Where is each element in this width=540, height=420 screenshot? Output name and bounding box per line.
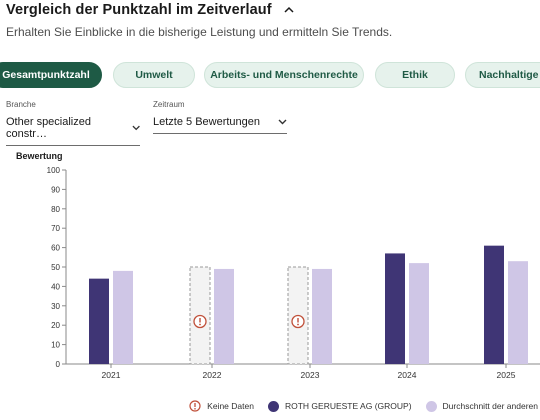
legend-item-company: ROTH GERUESTE AG (GROUP) bbox=[267, 400, 412, 412]
chevron-down-icon bbox=[132, 125, 140, 131]
y-tick-label: 90 bbox=[51, 185, 60, 194]
branche-label: Branche bbox=[6, 100, 36, 109]
chevron-down-icon bbox=[278, 119, 287, 125]
tab-arbeits-und-menschenrechte[interactable]: Arbeits- und Menschenrechte bbox=[204, 62, 364, 88]
y-tick-label: 40 bbox=[51, 282, 60, 291]
chart-legend: Keine Daten ROTH GERUESTE AG (GROUP) Dur… bbox=[175, 400, 538, 412]
y-tick-label: 60 bbox=[51, 244, 60, 253]
warning-icon-dot bbox=[199, 323, 201, 326]
branche-value: Other specialized constr… bbox=[6, 116, 91, 140]
y-tick-label: 20 bbox=[51, 321, 60, 330]
page-subtitle: Erhalten Sie Einblicke in die bisherige … bbox=[6, 25, 393, 39]
y-tick-label: 30 bbox=[51, 302, 60, 311]
zeitraum-label: Zeitraum bbox=[153, 100, 185, 109]
x-tick-label: 2021 bbox=[102, 370, 121, 380]
bar-company-2024 bbox=[385, 253, 405, 364]
y-tick-label: 0 bbox=[56, 360, 61, 369]
warning-icon bbox=[189, 400, 201, 412]
legend-swatch-company bbox=[267, 400, 279, 412]
page-title: Vergleich der Punktzahl im Zeitverlauf bbox=[6, 2, 272, 18]
legend-item-nodata: Keine Daten bbox=[189, 400, 254, 412]
bar-others-2021 bbox=[113, 270, 133, 364]
x-tick-label: 2024 bbox=[398, 370, 417, 380]
warning-icon-dot bbox=[297, 323, 299, 326]
bar-others-2023 bbox=[312, 268, 332, 364]
y-tick-label: 70 bbox=[51, 224, 60, 233]
branche-filter: Branche Other specialized constr… bbox=[6, 100, 140, 146]
y-tick-label: 10 bbox=[51, 341, 60, 350]
y-tick-label: 50 bbox=[51, 263, 60, 272]
branche-select[interactable]: Other specialized constr… bbox=[6, 116, 140, 146]
bar-others-2024 bbox=[409, 263, 429, 364]
y-tick-label: 100 bbox=[47, 166, 61, 175]
tab-gesamtpunktzahl[interactable]: Gesamtpunktzahl bbox=[0, 62, 102, 88]
x-tick-label: 2023 bbox=[301, 370, 320, 380]
y-axis-label: Bewertung bbox=[16, 151, 63, 161]
legend-label-company: ROTH GERUESTE AG (GROUP) bbox=[284, 401, 412, 411]
y-tick-label: 80 bbox=[51, 205, 60, 214]
bar-others-2025 bbox=[508, 261, 528, 364]
tab-nachhaltige-beschaffung[interactable]: Nachhaltige Beschaffung bbox=[465, 62, 540, 88]
category-tabs: Gesamtpunktzahl Umwelt Arbeits- und Mens… bbox=[0, 62, 540, 90]
tab-ethik[interactable]: Ethik bbox=[375, 62, 455, 88]
x-tick-label: 2022 bbox=[203, 370, 222, 380]
chevron-up-icon[interactable] bbox=[284, 5, 294, 15]
score-bar-chart: 0 10 20 30 40 50 60 70 80 90 100 2021 2022 2023 2024 20… bbox=[47, 166, 540, 380]
legend-swatch-others bbox=[425, 400, 437, 412]
bar-others-2022 bbox=[214, 268, 234, 364]
zeitraum-filter: Zeitraum Letzte 5 Bewertungen bbox=[153, 100, 287, 134]
tab-umwelt[interactable]: Umwelt bbox=[113, 62, 195, 88]
section-header: Vergleich der Punktzahl im Zeitverlauf bbox=[6, 2, 294, 18]
legend-label-others: Durchschnitt der anderen bbox=[442, 401, 538, 411]
legend-item-others: Durchschnitt der anderen bbox=[425, 400, 538, 412]
bar-company-2021 bbox=[89, 278, 109, 364]
zeitraum-value: Letzte 5 Bewertungen bbox=[153, 116, 261, 128]
zeitraum-select[interactable]: Letzte 5 Bewertungen bbox=[153, 116, 287, 134]
legend-label-nodata: Keine Daten bbox=[207, 401, 254, 411]
bar-company-2025 bbox=[484, 245, 504, 364]
x-tick-label: 2025 bbox=[497, 370, 516, 380]
